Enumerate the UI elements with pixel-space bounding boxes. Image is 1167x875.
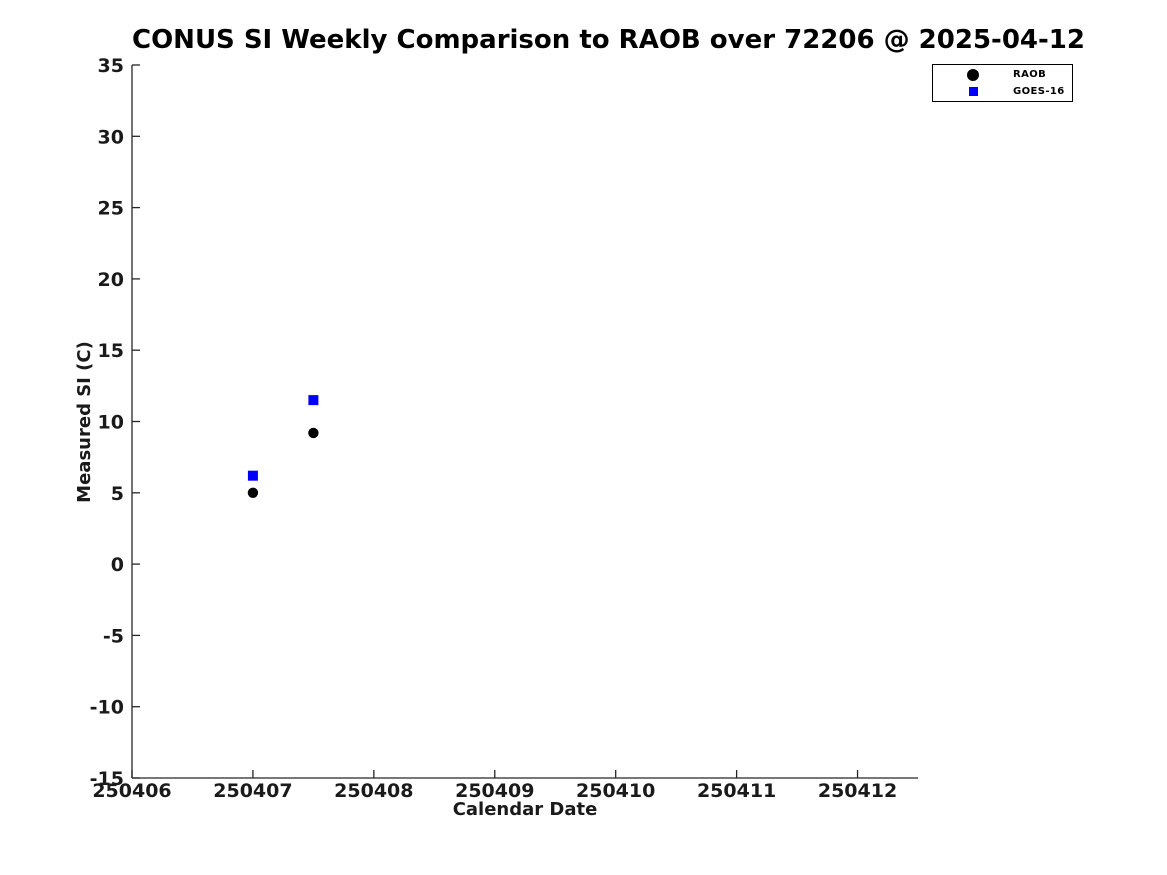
y-tick-label: 5 [111,483,124,505]
x-tick-label: 250406 [92,780,171,802]
legend-marker-cell [933,87,1013,96]
legend-label-raob: RAOB [1013,68,1047,80]
y-tick-label: 20 [98,269,124,291]
legend-item-raob: RAOB [933,66,1072,83]
goes16-square-marker-icon [968,87,978,96]
x-tick-label: 250407 [213,780,292,802]
x-axis-ticks: 250406 250407 250408 250409 250410 250411 2504… [92,770,897,802]
y-axis-label: Measured SI (C) [74,341,95,503]
series-goes-16 [247,395,319,481]
series-raob [247,427,319,498]
y-axis-ticks: 35 30 25 20 15 10 5 0 -5 -10 -15 [90,55,140,790]
raob-circle-marker-icon [967,68,979,81]
y-tick-label: 0 [111,554,124,576]
x-tick-label: 250411 [697,780,776,802]
x-axis-label: Calendar Date [452,799,598,820]
legend-item-goes16: GOES-16 [933,83,1072,100]
y-tick-label: 35 [98,55,124,77]
y-tick-label: -10 [90,697,124,719]
data-point-square [247,470,258,481]
data-point-square [308,395,319,406]
x-tick-label: 250410 [576,780,655,802]
x-tick-label: 250408 [334,780,413,802]
y-tick-label: 10 [98,412,124,434]
y-tick-label: -15 [90,768,124,790]
x-tick-label: 250412 [818,780,897,802]
y-tick-label: 15 [98,340,124,362]
y-tick-label: 30 [98,126,124,148]
y-tick-label: -5 [103,625,124,647]
x-tick-label: 250409 [455,780,534,802]
data-point-circle [308,427,319,439]
legend: RAOB GOES-16 [932,64,1073,102]
y-tick-label: 25 [98,198,124,220]
data-point-circle [247,487,259,498]
legend-marker-cell [933,68,1013,81]
legend-label-goes16: GOES-16 [1013,85,1065,97]
